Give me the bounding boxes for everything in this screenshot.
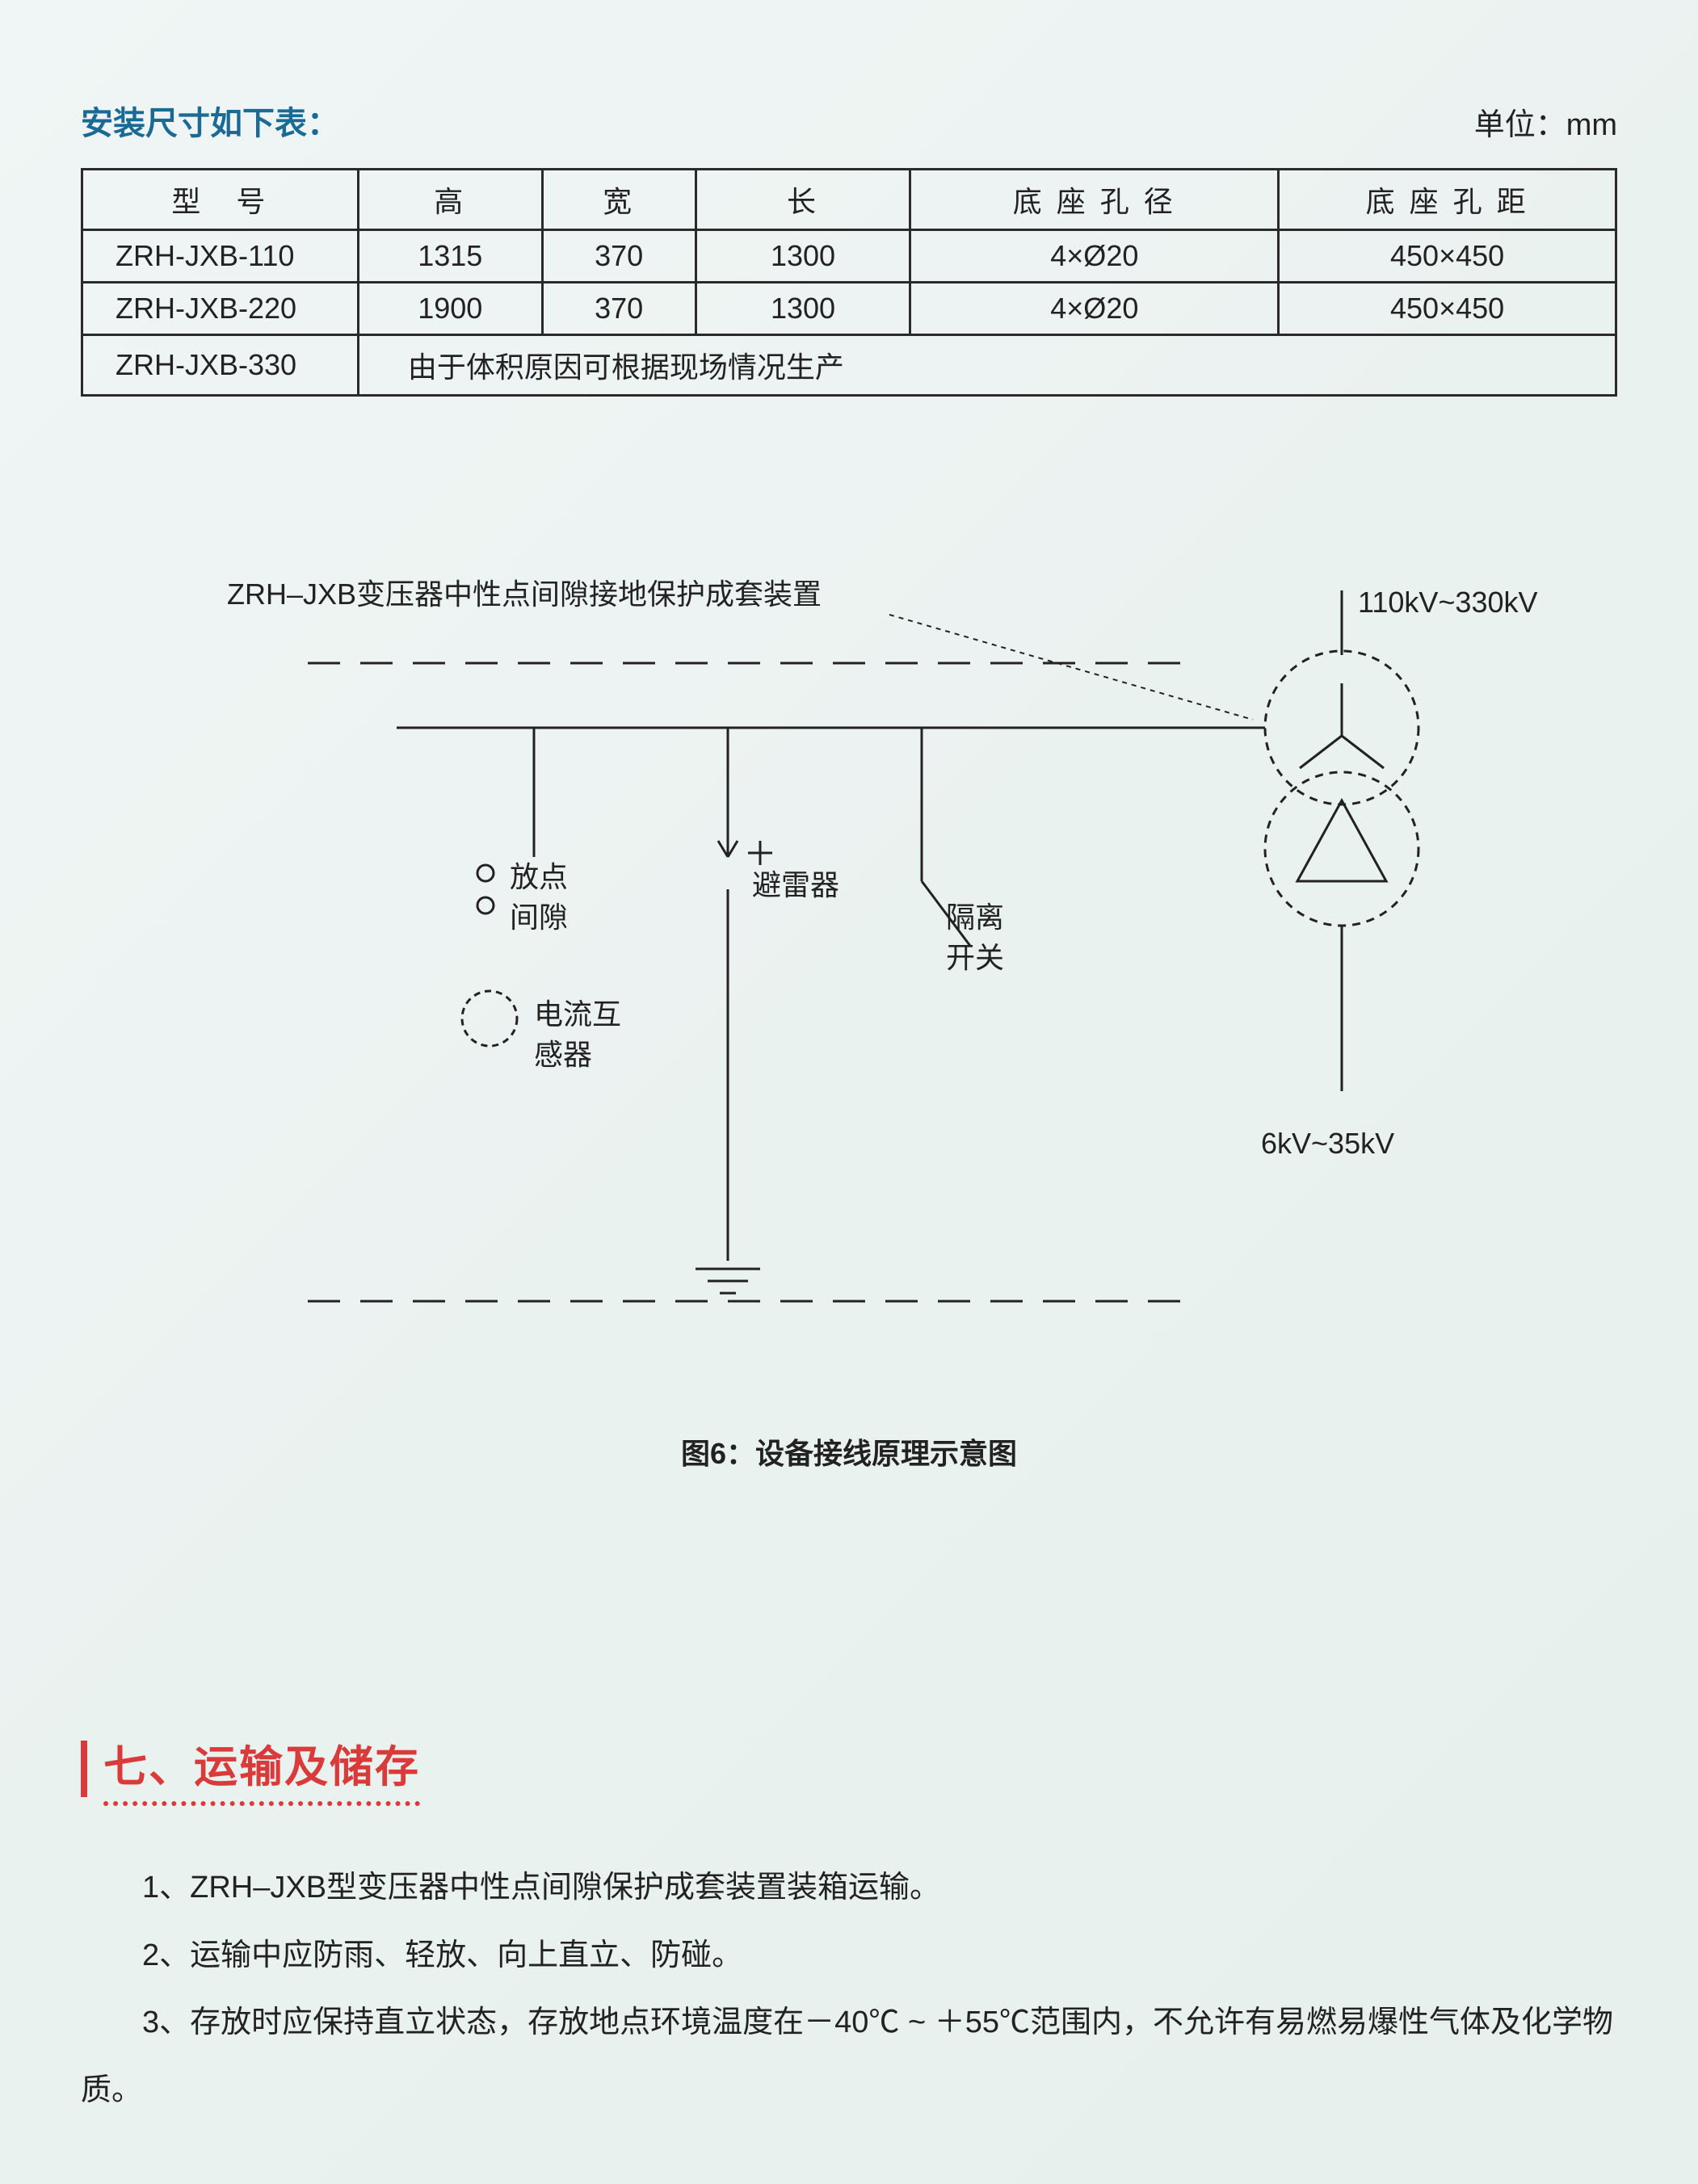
figure-caption: 图6：设备接线原理示意图 xyxy=(81,1430,1617,1472)
th-hole-dia: 底 座 孔 径 xyxy=(910,170,1279,230)
section-body: 1、ZRH–JXB型变压器中性点间隙保护成套装置装箱运输。 2、运输中应防雨、轻… xyxy=(81,1854,1617,2124)
th-width: 宽 xyxy=(542,170,696,230)
cell: 450×450 xyxy=(1279,283,1616,335)
section-heading: 七、运输及储存 xyxy=(81,1731,1617,1806)
cell: 370 xyxy=(542,230,696,283)
cell: 4×Ø20 xyxy=(910,230,1279,283)
cell: 1300 xyxy=(696,283,910,335)
cell: 1900 xyxy=(358,283,542,335)
cell: 1315 xyxy=(358,230,542,283)
voltage-bottom-label: 6kV~35kV xyxy=(1261,1124,1394,1164)
table-row: ZRH-JXB-330 由于体积原因可根据现场情况生产 xyxy=(82,335,1616,396)
th-model: 型 号 xyxy=(82,170,359,230)
table-title: 安装尺寸如下表： xyxy=(81,97,339,144)
cell-note: 由于体积原因可根据现场情况生产 xyxy=(358,335,1616,396)
list-item: 3、存放时应保持直立状态，存放地点环境温度在－40℃ ~ ＋55℃范围内，不允许… xyxy=(81,1989,1617,2124)
th-length: 长 xyxy=(696,170,910,230)
table-unit: 单位：mm xyxy=(1474,99,1617,144)
cell: 450×450 xyxy=(1279,230,1616,283)
label-discharge-gap-1: 放点 xyxy=(510,857,568,897)
th-height: 高 xyxy=(358,170,542,230)
cell: ZRH-JXB-330 xyxy=(82,335,359,396)
table-row: ZRH-JXB-110 1315 370 1300 4×Ø20 450×450 xyxy=(82,230,1616,283)
label-arrester: 避雷器 xyxy=(752,865,839,905)
label-ct-1: 电流互 xyxy=(534,994,621,1035)
list-item: 1、ZRH–JXB型变压器中性点间隙保护成套装置装箱运输。 xyxy=(81,1854,1617,1922)
label-isolator-2: 开关 xyxy=(946,938,1004,978)
label-ct-2: 感器 xyxy=(534,1035,592,1075)
label-discharge-gap-2: 间隙 xyxy=(510,897,568,938)
heading-bar-icon xyxy=(81,1741,87,1797)
voltage-top-label: 110kV~330kV xyxy=(1358,582,1538,623)
cell: 4×Ø20 xyxy=(910,283,1279,335)
diagram-title: ZRH–JXB变压器中性点间隙接地保护成套装置 xyxy=(227,574,822,615)
wiring-diagram: ZRH–JXB变压器中性点间隙接地保护成套装置 110kV~330kV 放点 间… xyxy=(130,558,1568,1366)
th-hole-dist: 底 座 孔 距 xyxy=(1279,170,1616,230)
list-item: 2、运输中应防雨、轻放、向上直立、防碰。 xyxy=(81,1922,1617,1990)
label-isolator-1: 隔离 xyxy=(946,897,1004,938)
table-row: ZRH-JXB-220 1900 370 1300 4×Ø20 450×450 xyxy=(82,283,1616,335)
table-header-row: 型 号 高 宽 长 底 座 孔 径 底 座 孔 距 xyxy=(82,170,1616,230)
dimensions-table: 型 号 高 宽 长 底 座 孔 径 底 座 孔 距 ZRH-JXB-110 13… xyxy=(81,168,1617,397)
cell: ZRH-JXB-220 xyxy=(82,283,359,335)
cell: ZRH-JXB-110 xyxy=(82,230,359,283)
cell: 1300 xyxy=(696,230,910,283)
cell: 370 xyxy=(542,283,696,335)
section-title: 七、运输及储存 xyxy=(103,1731,420,1806)
